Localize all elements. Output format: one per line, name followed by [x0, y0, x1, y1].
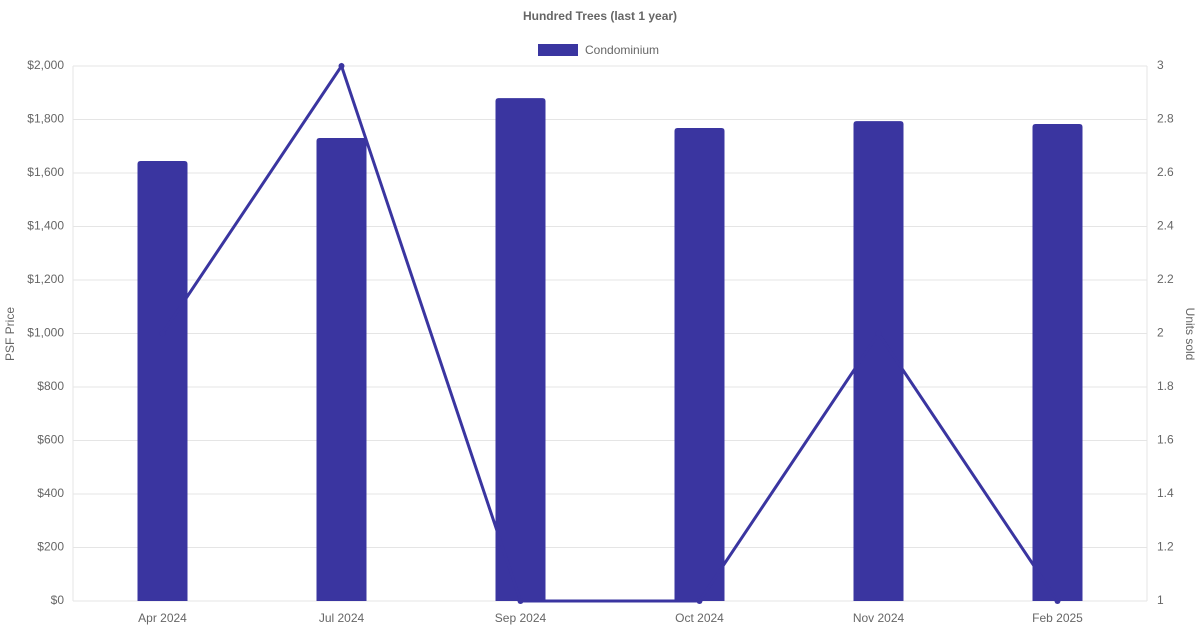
y2-tick-label: 2.8	[1157, 112, 1174, 126]
x-tick-label: Apr 2024	[138, 611, 187, 625]
y-tick-label: $1,800	[27, 112, 64, 126]
y2-tick-label: 2.4	[1157, 219, 1174, 233]
line-point	[338, 63, 345, 69]
y2-tick-label: 2	[1157, 326, 1164, 340]
x-tick-label: Jul 2024	[319, 611, 365, 625]
y2-tick-label: 1.6	[1157, 433, 1174, 447]
y-tick-label: $1,600	[27, 165, 64, 179]
y-tick-label: $1,400	[27, 219, 64, 233]
x-tick-label: Sep 2024	[495, 611, 547, 625]
y2-tick-label: 1.4	[1157, 486, 1174, 500]
y2-tick-label: 2.2	[1157, 272, 1174, 286]
legend-swatch	[538, 44, 578, 56]
y-tick-label: $1,000	[27, 326, 64, 340]
legend-label: Condominium	[585, 43, 659, 57]
x-tick-label: Nov 2024	[853, 611, 905, 625]
bar	[853, 121, 904, 601]
y-tick-label: $200	[37, 540, 64, 554]
line-point	[517, 598, 524, 604]
y-tick-label: $2,000	[27, 58, 64, 72]
bar	[674, 128, 725, 601]
y-tick-label: $400	[37, 486, 64, 500]
y-tick-label: $800	[37, 379, 64, 393]
line-point	[1054, 598, 1061, 604]
y-axis-title: PSF Price	[3, 307, 17, 361]
bar	[495, 98, 546, 601]
y2-axis-title: Units sold	[1183, 308, 1197, 361]
y2-tick-label: 1	[1157, 593, 1164, 607]
y2-tick-label: 2.6	[1157, 165, 1174, 179]
bar	[1032, 124, 1083, 602]
chart-title: Hundred Trees (last 1 year)	[523, 9, 677, 23]
x-tick-label: Feb 2025	[1032, 611, 1083, 625]
y2-tick-label: 1.2	[1157, 540, 1174, 554]
x-tick-label: Oct 2024	[675, 611, 724, 625]
line-point	[696, 598, 703, 604]
bar	[316, 137, 367, 601]
line	[161, 62, 1059, 603]
bar	[137, 160, 188, 601]
y2-tick-label: 1.8	[1157, 379, 1174, 393]
y-tick-label: $600	[37, 433, 64, 447]
line-point	[159, 330, 166, 337]
line-point	[875, 330, 882, 337]
y-tick-label: $0	[51, 593, 65, 607]
y-tick-label: $1,200	[27, 272, 64, 286]
y2-tick-label: 3	[1157, 58, 1164, 72]
